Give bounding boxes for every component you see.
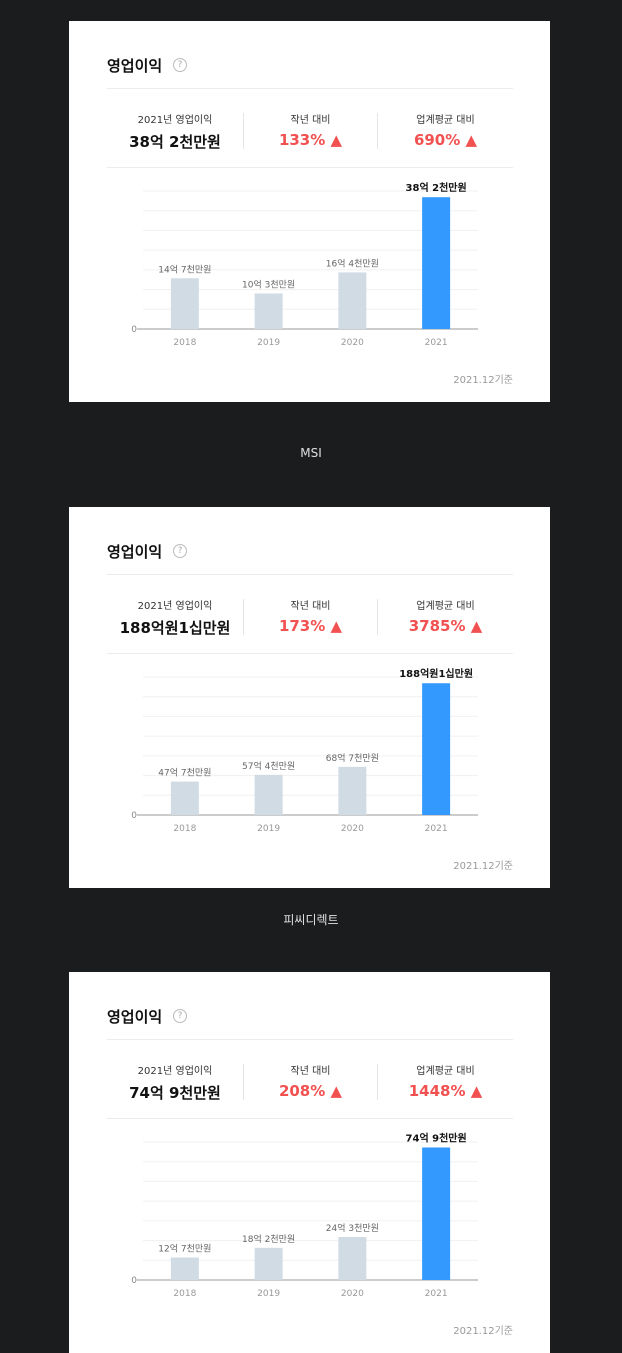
metric-annual-profit: 2021년 영업이익 74억 9천만원	[107, 1060, 243, 1103]
x-tick-label: 2021	[425, 1289, 448, 1299]
card-title: 영업이익	[107, 1008, 163, 1026]
bar	[170, 781, 199, 815]
data-label: 188억원1십만원	[399, 667, 473, 680]
operating-profit-card: 영업이익 ? 2021년 영업이익 74억 9천만원 작년 대비 208% ▲ …	[69, 972, 550, 1353]
metric-label: 업계평균 대비	[416, 601, 475, 612]
metric-annual-profit: 2021년 영업이익 188억원1십만원	[107, 595, 243, 638]
data-label: 74억 9천만원	[406, 1132, 467, 1144]
bar-chart: 0 12억 7천만원 2018 18억 2천만원 2019 24억 3천만원 2020 74억…	[131, 1132, 478, 1299]
metric-value: 38억 2천만원	[129, 133, 221, 151]
x-tick-label: 2019	[257, 824, 280, 834]
metric-value: 188억원1십만원	[119, 619, 231, 637]
data-label: 18억 2천만원	[242, 1233, 295, 1245]
metric-annual-profit: 2021년 영업이익 38억 2천만원	[107, 109, 243, 152]
metric-label: 2021년 영업이익	[137, 1066, 213, 1077]
metric-label: 작년 대비	[290, 115, 331, 126]
bar	[422, 1147, 451, 1280]
bar	[254, 293, 283, 329]
metric-yoy: 작년 대비 133% ▲	[244, 109, 377, 149]
summary-row: 2021년 영업이익 188억원1십만원 작년 대비 173% ▲ 업계평균 대…	[107, 595, 513, 653]
bar	[254, 1247, 283, 1280]
y-tick-label: 0	[131, 1276, 137, 1286]
metric-value: 208% ▲	[278, 1082, 343, 1100]
data-label: 57억 4천만원	[242, 760, 295, 772]
x-tick-label: 2020	[341, 1289, 364, 1299]
bar	[338, 1237, 367, 1280]
timestamp: 2021.12기준	[453, 1326, 513, 1337]
x-tick-label: 2020	[341, 338, 364, 348]
metric-value: 690% ▲	[413, 131, 478, 149]
divider	[107, 574, 513, 575]
data-label: 16억 4천만원	[326, 257, 379, 269]
metric-label: 2021년 영업이익	[137, 115, 213, 126]
metric-label: 2021년 영업이익	[137, 601, 213, 612]
data-label: 47억 7천만원	[158, 767, 211, 779]
x-tick-label: 2019	[257, 1289, 280, 1299]
operating-profit-card: 영업이익 ? 2021년 영업이익 38억 2천만원 작년 대비 133% ▲ …	[69, 21, 550, 402]
metric-label: 업계평균 대비	[416, 115, 475, 126]
x-tick-label: 2019	[257, 338, 280, 348]
data-label: 38억 2천만원	[406, 181, 467, 194]
metric-value: 74억 9천만원	[129, 1084, 221, 1102]
x-tick-label: 2018	[173, 338, 196, 348]
card-title: 영업이익	[107, 57, 163, 75]
divider	[107, 653, 513, 654]
metric-vs-industry: 업계평균 대비 1448% ▲	[378, 1060, 513, 1100]
data-label: 24억 3천만원	[326, 1222, 379, 1234]
divider	[107, 1039, 513, 1040]
summary-row: 2021년 영업이익 74억 9천만원 작년 대비 208% ▲ 업계평균 대비…	[107, 1060, 513, 1118]
x-tick-label: 2018	[173, 1289, 196, 1299]
bar	[422, 683, 451, 815]
metric-value: 1448% ▲	[408, 1082, 483, 1100]
metric-label: 작년 대비	[290, 1066, 331, 1077]
bar-chart: 0 47억 7천만원 2018 57억 4천만원 2019 68억 7천만원 2020 188…	[131, 667, 478, 834]
brand-label: MSI	[300, 446, 322, 460]
metric-value: 133% ▲	[278, 131, 343, 149]
metric-vs-industry: 업계평균 대비 690% ▲	[378, 109, 513, 149]
bar-chart: 0 14억 7천만원 2018 10억 3천만원 2019 16억 4천만원 2020 38억…	[131, 181, 478, 348]
data-label: 12억 7천만원	[158, 1243, 211, 1255]
bar	[254, 774, 283, 815]
help-icon[interactable]: ?	[173, 1009, 187, 1023]
divider	[243, 599, 244, 635]
help-icon[interactable]: ?	[173, 58, 187, 72]
divider	[377, 599, 378, 635]
bar	[170, 1257, 199, 1280]
divider	[107, 167, 513, 168]
data-label: 68억 7천만원	[326, 752, 379, 764]
metric-value: 3785% ▲	[408, 617, 483, 635]
bar	[170, 278, 199, 329]
x-tick-label: 2021	[425, 338, 448, 348]
timestamp: 2021.12기준	[453, 375, 513, 386]
help-icon[interactable]: ?	[173, 544, 187, 558]
x-tick-label: 2021	[425, 824, 448, 834]
data-label: 10억 3천만원	[242, 278, 295, 290]
brand-label: 피씨디렉트	[283, 913, 339, 927]
metric-value: 173% ▲	[278, 617, 343, 635]
metric-yoy: 작년 대비 208% ▲	[244, 1060, 377, 1100]
y-tick-label: 0	[131, 325, 137, 335]
metric-label: 작년 대비	[290, 601, 331, 612]
metric-label: 업계평균 대비	[416, 1066, 475, 1077]
card-title: 영업이익	[107, 543, 163, 561]
divider	[107, 88, 513, 89]
bar	[338, 766, 367, 815]
divider	[377, 1064, 378, 1100]
divider	[107, 1118, 513, 1119]
operating-profit-card: 영업이익 ? 2021년 영업이익 188억원1십만원 작년 대비 173% ▲…	[69, 507, 550, 888]
divider	[243, 1064, 244, 1100]
y-tick-label: 0	[131, 811, 137, 821]
bar	[338, 272, 367, 329]
divider	[243, 113, 244, 149]
bar	[422, 197, 451, 329]
x-tick-label: 2018	[173, 824, 196, 834]
timestamp: 2021.12기준	[453, 861, 513, 872]
metric-yoy: 작년 대비 173% ▲	[244, 595, 377, 635]
metric-vs-industry: 업계평균 대비 3785% ▲	[378, 595, 513, 635]
divider	[377, 113, 378, 149]
data-label: 14억 7천만원	[158, 263, 211, 275]
summary-row: 2021년 영업이익 38억 2천만원 작년 대비 133% ▲ 업계평균 대비…	[107, 109, 513, 167]
x-tick-label: 2020	[341, 824, 364, 834]
